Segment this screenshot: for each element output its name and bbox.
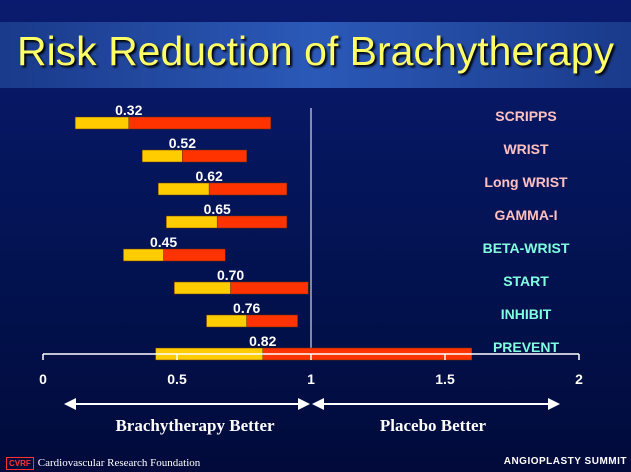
estimate-label: 0.62 (196, 168, 223, 184)
bar-lower-segment (141, 149, 183, 163)
bar-upper-segment (128, 116, 272, 130)
bar-lower-segment (123, 248, 164, 262)
study-name: Long WRIST (484, 174, 568, 190)
organization-name: Cardiovascular Research Foundation (37, 457, 201, 469)
estimate-label: 0.52 (169, 135, 196, 151)
bar-upper-segment (182, 149, 247, 163)
bar-lower-segment (74, 116, 130, 130)
estimate-label: 0.32 (115, 102, 142, 118)
x-tick-label: 1.5 (435, 371, 455, 387)
bar-upper-segment (163, 248, 226, 262)
right-arrowhead (548, 398, 560, 410)
bar-upper-segment (208, 182, 288, 196)
left-arrowhead (64, 398, 76, 410)
x-tick-label: 2 (575, 371, 583, 387)
study-name: START (503, 273, 549, 289)
bar-upper-segment (230, 281, 309, 295)
estimate-label: 0.82 (249, 333, 276, 349)
study-name: BETA-WRIST (483, 240, 570, 256)
study-name: WRIST (503, 141, 549, 157)
estimate-label: 0.65 (204, 201, 231, 217)
footer-organization: CVRF Cardiovascular Research Foundation (6, 456, 200, 470)
bar-lower-segment (157, 182, 210, 196)
study-name: INHIBIT (501, 306, 552, 322)
bar-lower-segment (174, 281, 231, 295)
brachytherapy-better-label: Brachytherapy Better (115, 416, 275, 435)
cvrf-logo: CVRF (6, 456, 34, 470)
x-tick-label: 0 (39, 371, 47, 387)
study-name: SCRIPPS (495, 108, 556, 124)
study-name: GAMMA-I (495, 207, 558, 223)
placebo-better-label: Placebo Better (379, 416, 487, 435)
event-name: ANGIOPLASTY SUMMIT (503, 456, 627, 467)
bar-lower-segment (166, 215, 218, 229)
right-arrowhead-start (312, 398, 324, 410)
estimate-label: 0.45 (150, 234, 177, 250)
x-tick-label: 0.5 (167, 371, 187, 387)
study-name: PREVENT (493, 339, 560, 355)
estimate-label: 0.70 (217, 267, 244, 283)
bar-lower-segment (206, 314, 247, 328)
bar-upper-segment (246, 314, 298, 328)
left-arrowhead-end (298, 398, 310, 410)
title-band (0, 22, 631, 88)
bar-upper-segment (216, 215, 288, 229)
slide-title: Risk Reduction of Brachytherapy (16, 28, 615, 74)
x-tick-label: 1 (307, 371, 315, 387)
estimate-label: 0.76 (233, 300, 260, 316)
